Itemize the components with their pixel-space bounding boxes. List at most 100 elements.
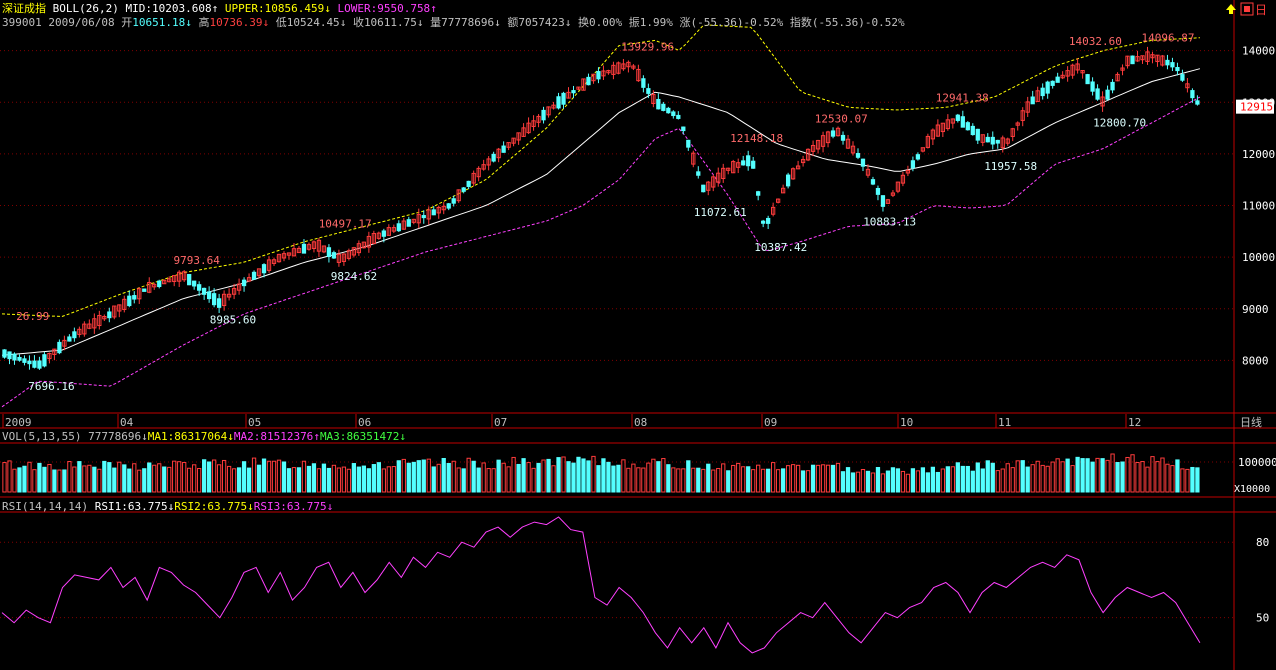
volume-bar <box>366 468 371 493</box>
volume-bar <box>531 467 536 493</box>
stock-code: 399001 <box>2 16 42 29</box>
volume-bar <box>880 473 886 493</box>
candle-body <box>1160 55 1165 66</box>
candle-body <box>1090 81 1095 92</box>
volume-bar <box>616 464 621 493</box>
volume-bar <box>711 469 716 493</box>
volume-bar <box>1140 461 1145 493</box>
candle-body <box>1140 55 1145 61</box>
volume-bar <box>716 468 721 493</box>
candle-body <box>711 176 716 188</box>
candle-body <box>870 179 876 185</box>
volume-bar <box>990 462 995 493</box>
volume-bar <box>696 467 701 493</box>
volume-bar <box>406 462 411 493</box>
volume-bar <box>785 465 791 493</box>
candle-body <box>1045 81 1050 94</box>
candle-body <box>82 323 87 335</box>
chart-grid <box>0 50 1234 619</box>
candle-body <box>771 206 776 215</box>
volume-bar <box>451 460 456 493</box>
candle-body <box>271 259 277 264</box>
candle-body <box>276 253 282 263</box>
candle-body <box>1070 64 1075 76</box>
volume-bar <box>137 469 142 493</box>
volume-bar <box>596 465 601 493</box>
candle-body <box>52 348 57 355</box>
candle-body <box>316 239 322 252</box>
volume-bar <box>1045 465 1050 493</box>
candle-body <box>930 129 936 140</box>
volume-bar <box>1090 461 1095 493</box>
volume-bar <box>965 465 970 493</box>
volume-bar <box>686 460 691 493</box>
arrow-up-icon[interactable] <box>1224 2 1238 16</box>
volume-bar <box>721 463 726 493</box>
candle-body <box>915 154 921 160</box>
volume-bar <box>651 458 656 493</box>
volume-bars <box>2 453 1200 493</box>
candle-body <box>805 148 811 161</box>
ma3-value: 86351472 <box>346 430 400 443</box>
volume-bar <box>501 462 506 493</box>
volume-bar <box>1015 460 1020 493</box>
volume-bar <box>970 470 975 493</box>
candle-body <box>301 243 307 254</box>
candle-body <box>162 279 167 285</box>
candle-body <box>850 145 856 154</box>
volume-bar <box>681 468 686 493</box>
volume-bar <box>656 461 661 493</box>
volume-bar <box>820 464 826 493</box>
volume-bar <box>905 473 911 493</box>
volume-bar <box>800 470 806 493</box>
volume-bar <box>790 464 796 493</box>
candle-body <box>970 125 975 136</box>
high-value: 10736.39 <box>209 16 263 29</box>
volume-bar <box>546 458 551 493</box>
candle-body <box>736 162 741 168</box>
candle-body <box>990 136 995 145</box>
open-value: 10651.18 <box>132 16 186 29</box>
volume-bar <box>177 461 182 493</box>
volume-bar <box>691 467 696 493</box>
candle-body <box>486 158 491 166</box>
candle-body <box>391 227 396 232</box>
candle-body <box>1175 67 1180 72</box>
volume-bar <box>461 468 466 493</box>
candle-body <box>746 155 751 167</box>
candle-body <box>756 191 761 196</box>
candle-body <box>721 167 726 180</box>
volume-bar <box>636 467 641 493</box>
volume-bar <box>920 467 926 493</box>
day-period-button[interactable]: 日 <box>1240 2 1272 16</box>
x-tick-label: 07 <box>494 416 507 429</box>
volume-bar <box>386 466 391 493</box>
candle-body <box>875 187 881 195</box>
volume-bar <box>561 456 566 493</box>
candle-body <box>766 217 771 224</box>
candle-body <box>47 352 52 360</box>
candle-body <box>321 245 327 253</box>
x-tick-label: 11 <box>998 416 1011 429</box>
candle-body <box>636 68 641 82</box>
volume-bar <box>286 468 292 493</box>
volume-bar <box>271 460 277 493</box>
price-tick-label: 14000 <box>1242 45 1275 58</box>
candle-body <box>631 65 636 69</box>
volume-bar <box>935 471 940 493</box>
amount-value: 7057423 <box>518 16 565 29</box>
volume-bar <box>845 467 851 493</box>
volume-bar <box>441 457 446 493</box>
volume-bar <box>1065 458 1070 493</box>
candle-body <box>810 144 816 152</box>
change-label: 涨 <box>679 16 691 29</box>
x-tick-label: 06 <box>358 416 371 429</box>
volume-bar <box>102 460 107 493</box>
candle-body <box>940 122 945 133</box>
volume-bar <box>331 464 337 493</box>
candle-body <box>87 323 92 329</box>
candle-body <box>421 215 426 219</box>
volume-bar <box>1180 468 1185 493</box>
candle-body <box>411 218 416 223</box>
volume-bar <box>162 466 167 493</box>
